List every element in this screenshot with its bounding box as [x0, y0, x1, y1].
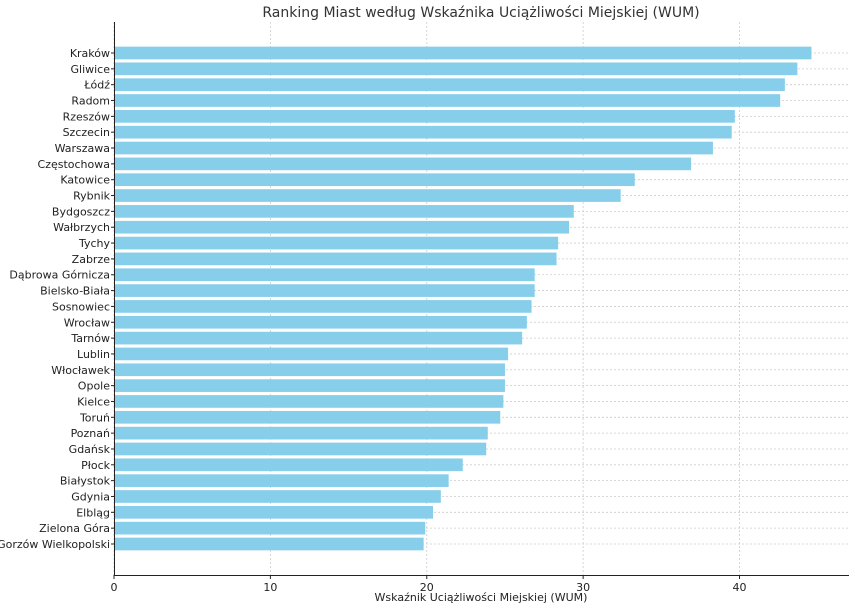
- category-label: Sosnowiec: [52, 300, 110, 313]
- category-label: Kraków: [70, 47, 110, 60]
- category-label: Rzeszów: [63, 110, 110, 123]
- bar-toruń: [114, 410, 501, 424]
- bar-włocławek: [114, 363, 505, 377]
- x-tick-label: 20: [420, 581, 434, 594]
- bar-zielona-góra: [114, 521, 426, 535]
- bar-łódź: [114, 78, 785, 92]
- bar-rybnik: [114, 189, 621, 202]
- category-label: Tychy: [78, 237, 111, 250]
- bar-elbląg: [114, 505, 434, 519]
- bar-gliwice: [114, 62, 798, 76]
- category-label: Częstochowa: [38, 158, 110, 171]
- category-label: Warszawa: [55, 142, 110, 155]
- x-axis-label: Wskaźnik Uciążliwości Miejskiej (WUM): [375, 591, 588, 604]
- category-label: Katowice: [60, 174, 110, 187]
- bar-wałbrzych: [114, 220, 570, 234]
- bar-gorzów-wielkopolski: [114, 537, 424, 551]
- bar-gdynia: [114, 490, 441, 503]
- bar-bielsko-biała: [114, 284, 535, 297]
- bar-płock: [114, 458, 463, 472]
- category-label: Bielsko-Biała: [40, 285, 110, 298]
- x-tick-label: 0: [111, 581, 118, 594]
- bar-bydgoszcz: [114, 205, 574, 218]
- bar-zabrze: [114, 252, 557, 266]
- category-label: Toruń: [79, 411, 110, 424]
- category-label: Wrocław: [64, 316, 110, 329]
- bar-poznań: [114, 426, 488, 440]
- x-tick-label: 10: [263, 581, 277, 594]
- bar-tarnów: [114, 331, 523, 345]
- bar-sosnowiec: [114, 300, 532, 313]
- category-label: Opole: [78, 380, 110, 393]
- bar-warszawa: [114, 141, 713, 155]
- category-label: Płock: [81, 459, 111, 472]
- bar-białystok: [114, 474, 449, 487]
- bar-tychy: [114, 236, 559, 250]
- bar-szczecin: [114, 125, 732, 139]
- category-label: Łódź: [83, 79, 110, 92]
- category-label: Radom: [71, 95, 110, 108]
- bar-gdańsk: [114, 442, 487, 456]
- bars: [114, 46, 812, 551]
- bar-częstochowa: [114, 157, 692, 171]
- category-label: Gorzów Wielkopolski: [0, 538, 110, 551]
- category-label: Gdańsk: [69, 443, 111, 456]
- bar-opole: [114, 379, 505, 392]
- category-label: Włocławek: [51, 364, 110, 377]
- category-label: Zabrze: [72, 253, 111, 266]
- category-label: Elbląg: [76, 506, 110, 519]
- x-tick-label: 30: [576, 581, 590, 594]
- category-label: Poznań: [71, 427, 110, 440]
- x-ticks: 0 10 20 30 40: [111, 575, 747, 594]
- bar-rzeszów: [114, 110, 735, 123]
- category-label: Gdynia: [71, 490, 110, 503]
- bar-lublin: [114, 347, 509, 361]
- category-labels: Kraków Gliwice Łódź Radom Rzeszów Szczecin War…: [0, 47, 114, 551]
- category-label: Zielona Góra: [39, 522, 110, 535]
- bar-dąbrowa-górnicza: [114, 268, 535, 282]
- category-label: Kielce: [77, 395, 110, 408]
- bar-kielce: [114, 395, 504, 408]
- category-label: Gliwice: [70, 63, 110, 76]
- x-tick-label: 40: [733, 581, 747, 594]
- bar-radom: [114, 94, 781, 107]
- category-label: Tarnów: [70, 332, 110, 345]
- bar-wrocław: [114, 315, 527, 329]
- category-label: Rybnik: [73, 190, 111, 203]
- category-label: Bydgoszcz: [52, 205, 110, 218]
- category-label: Dąbrowa Górnicza: [9, 269, 110, 282]
- chart-title: Ranking Miast według Wskaźnika Uciążliwo…: [262, 5, 699, 21]
- bar-katowice: [114, 173, 635, 187]
- category-label: Białystok: [60, 475, 111, 488]
- bar-kraków: [114, 46, 812, 60]
- category-label: Szczecin: [63, 126, 110, 139]
- category-label: Wałbrzych: [53, 221, 110, 234]
- category-label: Lublin: [77, 348, 110, 361]
